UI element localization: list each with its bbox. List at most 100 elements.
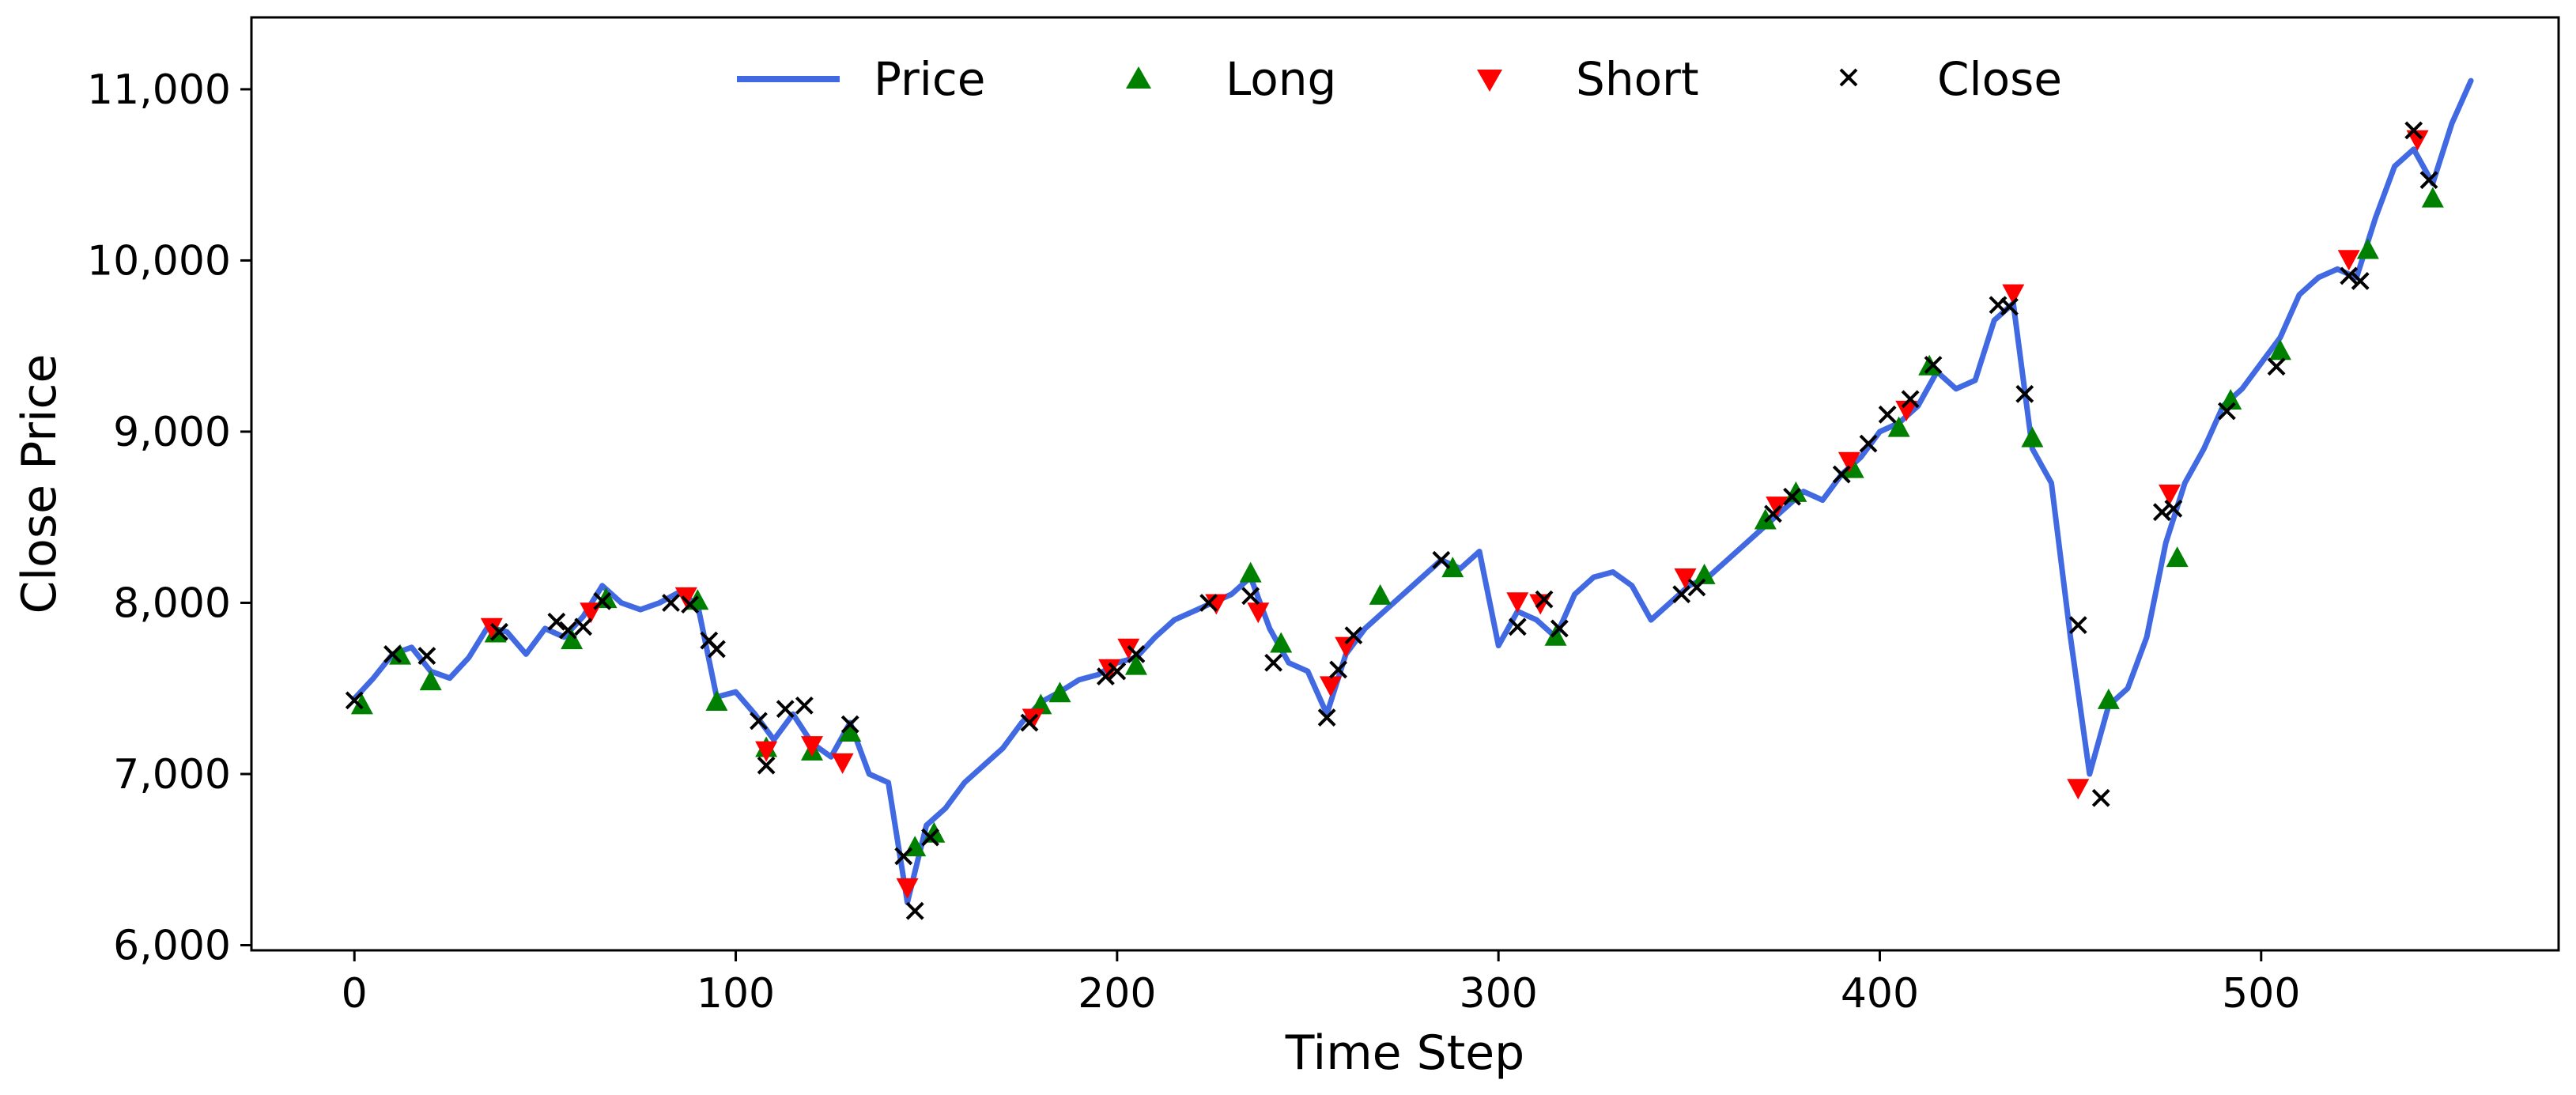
price-line [351, 77, 2474, 905]
x-tick-label: 0 [342, 970, 368, 1018]
long-marker [2421, 187, 2444, 208]
short-marker [1674, 568, 1697, 589]
close-marker [2152, 503, 2171, 522]
close-marker [1127, 645, 1146, 663]
short-marker [801, 736, 824, 757]
y-tick-label: 6,000 [113, 923, 231, 970]
short-marker [674, 587, 697, 608]
x-tick-label: 100 [697, 970, 775, 1018]
long-marker [1441, 557, 1464, 578]
y-tick-labels: 6,000 7,000 8,000 9,000 10,000 11,000 [87, 66, 231, 970]
long-marker [1270, 632, 1293, 653]
close-marker [2419, 171, 2438, 190]
close-marker [662, 594, 680, 612]
close-marker [1901, 390, 1920, 409]
short-marker [896, 878, 919, 899]
close-marker [1264, 653, 1283, 672]
long-marker [419, 670, 442, 691]
close-marker [894, 847, 913, 866]
short-marker [1895, 400, 1918, 421]
short-marker [2002, 284, 2025, 305]
long-marker [2268, 339, 2291, 361]
close-marker [2015, 384, 2034, 403]
close-marker [1432, 550, 1451, 569]
close-marker [593, 591, 612, 610]
x-tick-label: 200 [1078, 970, 1156, 1018]
close-marker [2164, 499, 2183, 518]
short-marker [1766, 497, 1788, 518]
close-marker [345, 691, 364, 710]
long-marker [1887, 416, 1910, 437]
close-marker [1344, 626, 1363, 645]
close-marker [2217, 402, 2236, 421]
legend-long-label: Long [1226, 52, 1336, 106]
y-tick-label: 7,000 [113, 751, 231, 799]
short-marker [1117, 638, 1140, 659]
long-marker [561, 629, 584, 650]
close-marker [1508, 617, 1527, 636]
tick-marks [240, 88, 2263, 961]
long-marker [1754, 508, 1777, 530]
long-marker [389, 644, 412, 665]
x-tick-label: 500 [2222, 970, 2300, 1018]
long-marker [1918, 354, 1941, 376]
close-marker [1096, 667, 1115, 685]
close-marker [1764, 504, 1782, 523]
close-marker [1020, 713, 1039, 732]
close-marker [1783, 487, 1801, 506]
legend-close-label: Close [1937, 52, 2062, 106]
plot-frame [250, 16, 2560, 952]
x-tick-labels: 0 100 200 300 400 500 [342, 970, 2301, 1018]
close-marker [547, 612, 566, 631]
close-marker [921, 828, 939, 847]
legend-price-label: Price [874, 52, 986, 106]
long-marker [1048, 682, 1071, 703]
long-marker [1369, 583, 1392, 605]
short-marker [1838, 451, 1860, 473]
long-marker [484, 621, 507, 643]
y-axis-label: Close Price [12, 354, 67, 614]
close-marker [490, 622, 508, 641]
y-tick-label: 10,000 [87, 237, 231, 285]
close-marker [750, 712, 768, 731]
close-marker [2000, 297, 2019, 316]
close-marker [1241, 587, 1260, 606]
short-marker [1247, 602, 1270, 624]
close-marker [1329, 660, 1348, 679]
legend: Price Long Short Close [737, 52, 2062, 106]
x-axis-label: Time Step [1285, 1025, 1525, 1081]
close-marker [776, 700, 795, 719]
close-marker [2068, 616, 2087, 635]
legend-close-marker [1839, 68, 1858, 87]
short-marker [2337, 250, 2360, 271]
short-marker [2406, 130, 2429, 151]
close-marker [2267, 357, 2286, 376]
plot-data [345, 77, 2474, 920]
long-marker [1124, 654, 1147, 675]
close-marker [417, 647, 436, 666]
legend-short-marker [1477, 70, 1502, 92]
short-marker [755, 741, 778, 762]
close-marker [757, 756, 776, 775]
short-markers [480, 130, 2429, 899]
close-marker [1108, 662, 1127, 681]
long-marker [1841, 457, 1864, 478]
long-marker [1544, 625, 1567, 646]
close-marker [1687, 578, 1706, 597]
short-marker [831, 753, 854, 774]
short-marker [1098, 659, 1121, 680]
close-marker [1832, 465, 1851, 484]
close-marker [1550, 619, 1569, 638]
short-marker [1335, 636, 1358, 658]
close-marker [1878, 405, 1897, 424]
long-marker [350, 693, 373, 715]
x-tick-label: 400 [1841, 970, 1919, 1018]
close-marker [2404, 121, 2423, 140]
close-marker [708, 640, 726, 659]
long-markers [350, 187, 2444, 857]
short-marker [1319, 676, 1342, 697]
close-marker [574, 617, 593, 636]
y-tick-label: 8,000 [113, 580, 231, 627]
close-marker [905, 901, 924, 920]
long-marker [839, 721, 862, 742]
